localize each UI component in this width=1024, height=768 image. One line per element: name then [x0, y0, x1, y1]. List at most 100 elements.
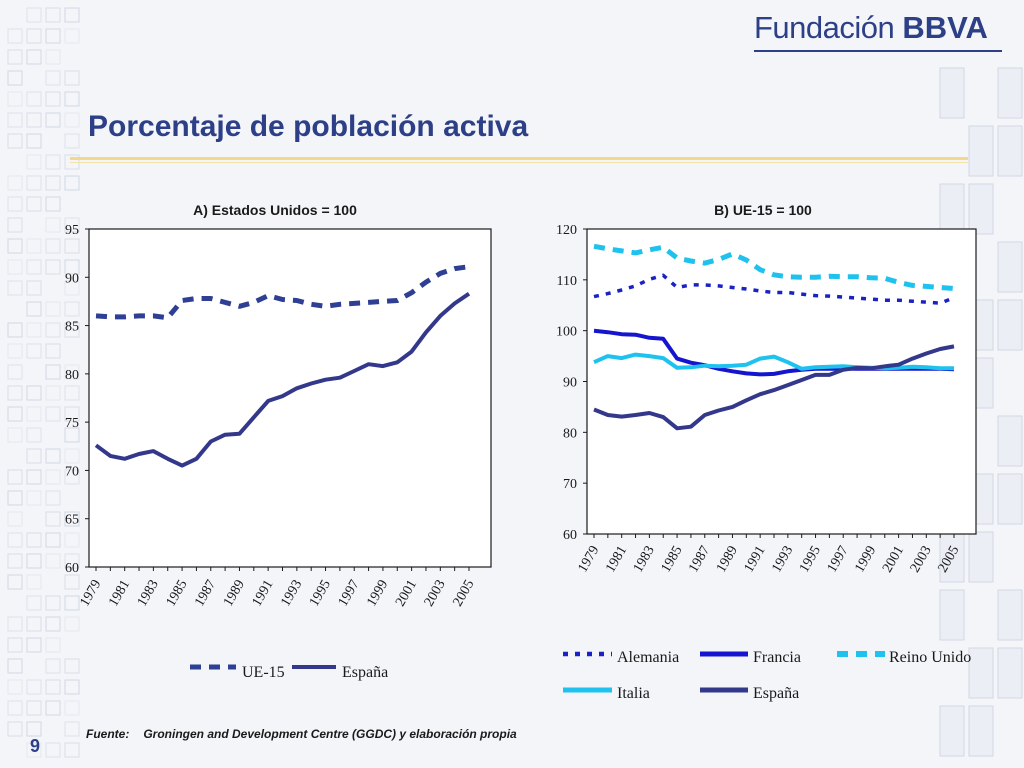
deco-square [64, 469, 80, 485]
deco-square [7, 490, 23, 506]
deco-square [45, 322, 61, 338]
deco-square [64, 574, 80, 590]
deco-block [939, 705, 965, 757]
deco-square [45, 112, 61, 128]
deco-square [26, 196, 42, 212]
deco-square [7, 364, 23, 380]
deco-square [7, 721, 23, 737]
brand-name: Fundación [754, 10, 895, 45]
deco-block [997, 647, 1023, 699]
deco-square [45, 679, 61, 695]
deco-square [26, 742, 42, 758]
x-tick-label: 1987 [192, 578, 219, 610]
chart-a: A) Estados Unidos = 100 60 65 70 75 80 85 90 95 1… [65, 202, 492, 610]
x-tick-label: 1985 [164, 578, 191, 610]
deco-square [64, 301, 80, 317]
title-divider [70, 157, 968, 160]
page-number: 9 [30, 736, 41, 756]
deco-square [26, 574, 42, 590]
deco-square [26, 280, 42, 296]
y-tick-label: 60 [563, 528, 577, 543]
deco-square [45, 448, 61, 464]
x-tick-label: 1997 [336, 578, 363, 610]
deco-square [26, 700, 42, 716]
deco-square [26, 427, 42, 443]
deco-square [45, 364, 61, 380]
series-line-alemania [593, 273, 955, 305]
x-tick-label: 2003 [422, 578, 449, 610]
deco-square [7, 217, 23, 233]
deco-square [64, 595, 80, 611]
deco-square [64, 364, 80, 380]
deco-square [64, 553, 80, 569]
y-tick-label: 120 [556, 223, 577, 238]
deco-square [45, 700, 61, 716]
deco-square [64, 385, 80, 401]
deco-square [7, 196, 23, 212]
deco-square [64, 7, 80, 23]
x-tick-label: 1981 [106, 578, 133, 610]
x-tick-label: 1981 [603, 544, 630, 576]
deco-square [45, 595, 61, 611]
deco-square [7, 322, 23, 338]
deco-square [45, 7, 61, 23]
deco-square [7, 637, 23, 653]
deco-square [7, 175, 23, 191]
deco-square [64, 448, 80, 464]
deco-square [26, 595, 42, 611]
x-tick-label: 2001 [880, 544, 907, 576]
deco-square [7, 70, 23, 86]
deco-square [45, 532, 61, 548]
brand-strong: BBVA [902, 10, 988, 45]
deco-square [26, 112, 42, 128]
y-tick-label: 70 [65, 464, 79, 479]
deco-square [7, 532, 23, 548]
deco-square [26, 343, 42, 359]
x-tick-label: 1979 [575, 544, 602, 576]
deco-square [7, 658, 23, 674]
deco-square [64, 427, 80, 443]
deco-block [968, 705, 994, 757]
deco-square [45, 385, 61, 401]
deco-square [64, 238, 80, 254]
deco-square [64, 616, 80, 632]
y-tick-label: 60 [65, 561, 79, 576]
deco-square [7, 238, 23, 254]
deco-square [64, 133, 80, 149]
deco-square [64, 217, 80, 233]
deco-square [45, 70, 61, 86]
deco-square [45, 742, 61, 758]
y-tick-label: 85 [65, 320, 79, 335]
x-tick-label: 1999 [852, 544, 879, 576]
y-tick-label: 90 [65, 271, 79, 286]
x-tick-label: 1987 [686, 544, 713, 576]
page-title: Porcentaje de población activa [88, 110, 529, 143]
x-tick-label: 1989 [221, 578, 248, 610]
x-tick-label: 2003 [908, 544, 935, 576]
deco-square [7, 385, 23, 401]
deco-square [26, 469, 42, 485]
source-note: Fuente: Groningen and Development Centre … [86, 727, 517, 741]
x-tick-label: 1983 [135, 578, 162, 610]
deco-square [7, 574, 23, 590]
chart-title: A) Estados Unidos = 100 [193, 202, 357, 218]
deco-square [26, 154, 42, 170]
x-tick-label: 1979 [77, 578, 104, 610]
deco-square [45, 196, 61, 212]
x-tick-label: 1991 [250, 578, 277, 610]
x-tick-label: 1993 [278, 578, 305, 610]
deco-block [968, 125, 994, 177]
source-label: Fuente: [86, 727, 130, 741]
deco-square [26, 133, 42, 149]
deco-square [26, 490, 42, 506]
legend-label: Reino Unido [889, 649, 971, 666]
deco-square [26, 259, 42, 275]
deco-square [7, 133, 23, 149]
deco-square [7, 427, 23, 443]
x-tick-label: 1995 [307, 578, 334, 610]
deco-square [45, 406, 61, 422]
y-tick-label: 80 [65, 368, 79, 383]
deco-square [26, 637, 42, 653]
y-tick-label: 80 [563, 426, 577, 441]
